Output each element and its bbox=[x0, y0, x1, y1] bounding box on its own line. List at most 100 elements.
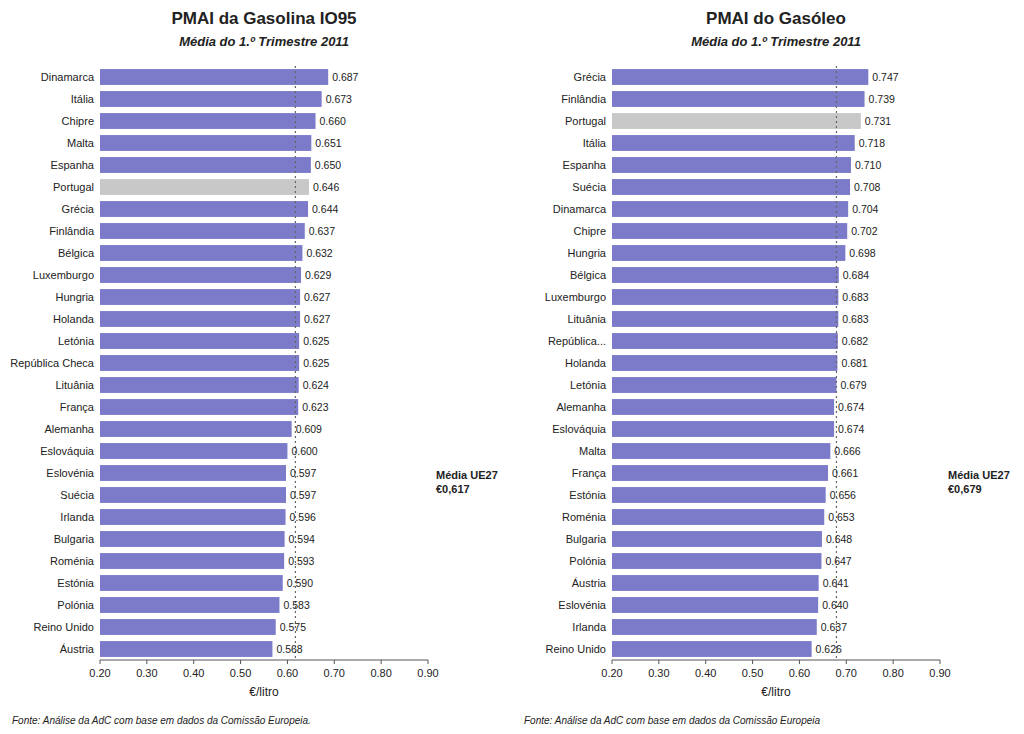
x-tick bbox=[100, 660, 101, 664]
bar bbox=[612, 245, 845, 261]
category-label: Grécia bbox=[574, 71, 607, 83]
data-label: 0.625 bbox=[303, 357, 329, 369]
chart-panel: PMAI da Gasolina IO95Média do 1.º Trimes… bbox=[10, 9, 498, 726]
bar bbox=[612, 487, 826, 503]
x-tick-label: 0.80 bbox=[882, 667, 903, 679]
category-label: Hungria bbox=[55, 291, 94, 303]
bar bbox=[100, 575, 283, 591]
average-label: Média UE27€0,617 bbox=[436, 469, 498, 495]
chart-title: PMAI da Gasolina IO95 bbox=[171, 9, 356, 28]
category-label: Hungria bbox=[567, 247, 606, 259]
x-tick-label: 0.30 bbox=[648, 667, 669, 679]
data-label: 0.609 bbox=[296, 423, 322, 435]
data-label: 0.661 bbox=[832, 467, 858, 479]
chart-title: PMAI do Gasóleo bbox=[706, 9, 846, 28]
bar bbox=[100, 641, 272, 657]
bar bbox=[612, 223, 847, 239]
x-axis-title: €/litro bbox=[761, 685, 791, 699]
data-label: 0.747 bbox=[872, 71, 898, 83]
data-label: 0.702 bbox=[851, 225, 877, 237]
category-label: Eslovénia bbox=[558, 599, 607, 611]
category-label: Chipre bbox=[574, 225, 606, 237]
bar bbox=[100, 421, 292, 437]
bar bbox=[612, 113, 861, 129]
bar bbox=[100, 597, 279, 613]
data-label: 0.623 bbox=[302, 401, 328, 413]
bar bbox=[612, 311, 838, 327]
x-tick bbox=[146, 660, 147, 664]
chart-canvas: PMAI da Gasolina IO95 Média do 1.º Trimes… bbox=[0, 0, 1024, 734]
bar bbox=[100, 619, 276, 635]
category-label: Itália bbox=[583, 137, 607, 149]
category-label: Dinamarca bbox=[41, 71, 95, 83]
bar bbox=[100, 267, 301, 283]
x-tick bbox=[658, 660, 659, 664]
chart-panel: PMAI do Gasóleo Média do 1.º Trimestre 20… bbox=[524, 9, 1010, 726]
average-line bbox=[295, 66, 296, 660]
category-label: Bulgaria bbox=[54, 533, 95, 545]
x-tick-label: 0.50 bbox=[742, 667, 763, 679]
bar bbox=[612, 553, 821, 569]
data-label: 0.684 bbox=[843, 269, 869, 281]
category-label: Bélgica bbox=[58, 247, 95, 259]
bar bbox=[612, 289, 838, 305]
data-label: 0.687 bbox=[332, 71, 358, 83]
data-label: 0.683 bbox=[842, 313, 868, 325]
data-label: 0.624 bbox=[303, 379, 329, 391]
data-label: 0.590 bbox=[287, 577, 313, 589]
data-label: 0.648 bbox=[826, 533, 852, 545]
bar bbox=[612, 575, 819, 591]
category-label: Reino Unido bbox=[545, 643, 606, 655]
x-tick-label: 0.90 bbox=[417, 667, 438, 679]
bar bbox=[612, 355, 837, 371]
x-axis-line bbox=[100, 660, 428, 661]
data-label: 0.597 bbox=[290, 467, 316, 479]
bar bbox=[100, 289, 300, 305]
category-label: Estónia bbox=[569, 489, 607, 501]
category-label: Áustria bbox=[60, 643, 95, 655]
x-tick bbox=[846, 660, 847, 664]
bar bbox=[612, 619, 817, 635]
category-label: Eslováquia bbox=[40, 445, 95, 457]
bar bbox=[612, 421, 834, 437]
data-label: 0.593 bbox=[288, 555, 314, 567]
bar bbox=[612, 333, 838, 349]
data-label: 0.641 bbox=[823, 577, 849, 589]
bar bbox=[100, 179, 309, 195]
category-label: Lituânia bbox=[55, 379, 94, 391]
x-tick-label: 0.50 bbox=[230, 667, 251, 679]
bar bbox=[100, 465, 286, 481]
bar bbox=[100, 311, 300, 327]
data-label: 0.666 bbox=[834, 445, 860, 457]
x-tick-label: 0.40 bbox=[183, 667, 204, 679]
category-label: Suécia bbox=[572, 181, 607, 193]
data-label: 0.629 bbox=[305, 269, 331, 281]
bar bbox=[100, 223, 305, 239]
data-label: 0.674 bbox=[838, 423, 864, 435]
category-label: Polónia bbox=[569, 555, 607, 567]
x-tick-label: 0.60 bbox=[277, 667, 298, 679]
category-label: Bulgaria bbox=[566, 533, 607, 545]
bar bbox=[100, 355, 299, 371]
x-tick bbox=[381, 660, 382, 664]
category-label: Espanha bbox=[563, 159, 607, 171]
data-label: 0.681 bbox=[841, 357, 867, 369]
x-tick bbox=[193, 660, 194, 664]
data-label: 0.626 bbox=[816, 643, 842, 655]
chart-subtitle: Média do 1.º Trimestre 2011 bbox=[691, 34, 861, 49]
bar bbox=[100, 399, 298, 415]
bar bbox=[612, 509, 824, 525]
data-label: 0.600 bbox=[291, 445, 317, 457]
bar bbox=[100, 377, 299, 393]
data-label: 0.625 bbox=[303, 335, 329, 347]
data-label: 0.597 bbox=[290, 489, 316, 501]
x-axis-title: €/litro bbox=[249, 685, 279, 699]
bar bbox=[100, 201, 308, 217]
category-label: Luxemburgo bbox=[33, 269, 94, 281]
data-label: 0.644 bbox=[312, 203, 338, 215]
bar bbox=[100, 509, 286, 525]
data-label: 0.583 bbox=[283, 599, 309, 611]
category-label: Chipre bbox=[62, 115, 94, 127]
x-tick bbox=[940, 660, 941, 664]
x-tick-label: 0.30 bbox=[136, 667, 157, 679]
